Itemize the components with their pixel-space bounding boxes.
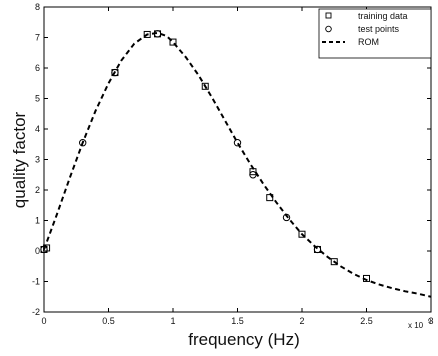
training-data-point xyxy=(249,168,257,176)
test-point xyxy=(79,139,87,147)
x-tick-label: 3 xyxy=(428,316,433,326)
x-tick-label: 2 xyxy=(299,316,304,326)
legend-label-rom: ROM xyxy=(358,37,379,47)
rom-dashed-line xyxy=(43,31,432,298)
x-exponent: x 10 9 xyxy=(408,319,432,330)
legend-label-training: training data xyxy=(358,11,408,21)
training-data-point xyxy=(143,30,151,38)
y-tick-label: 6 xyxy=(35,63,40,73)
legend-label-test: test points xyxy=(358,24,400,34)
y-tick-label: 1 xyxy=(35,216,40,226)
training-data-point xyxy=(201,82,209,90)
x-exponent-base: x 10 xyxy=(408,321,424,330)
x-axis-title: frequency (Hz) xyxy=(188,330,299,349)
y-tick-label: -2 xyxy=(32,307,40,317)
test-point xyxy=(313,245,322,254)
test-point xyxy=(40,245,48,254)
y-tick-label: 2 xyxy=(35,185,40,195)
test-point xyxy=(111,68,119,77)
plot-area: 0 0.5 1 1.5 2 2.5 3 -2 -1 0 1 2 3 4 5 6 7 8 xyxy=(32,2,434,326)
legend-circle-marker-icon xyxy=(325,25,332,33)
training-data-point xyxy=(169,38,177,46)
test-point xyxy=(282,213,291,222)
training-data-point xyxy=(330,258,338,266)
test-point xyxy=(233,139,242,147)
training-data-point xyxy=(266,194,274,202)
test-point xyxy=(153,30,162,38)
x-exponent-power: 9 xyxy=(428,319,432,325)
y-tick-label: -1 xyxy=(32,277,40,287)
x-tick-label: 1.5 xyxy=(231,316,244,326)
x-tick-label: 1 xyxy=(170,316,175,326)
y-tick-label: 8 xyxy=(35,2,40,12)
legend-box xyxy=(318,8,432,59)
legend-square-marker-icon xyxy=(325,12,332,19)
y-tick-label: 7 xyxy=(35,33,40,43)
x-tick-label: 2.5 xyxy=(360,316,373,326)
y-tick-label: 0 xyxy=(35,246,40,256)
legend: training data test points ROM xyxy=(318,8,432,59)
training-data-point xyxy=(298,230,306,238)
y-axis-title: quality factor xyxy=(10,111,29,208)
training-data-point xyxy=(363,274,370,282)
x-tick-label: 0.5 xyxy=(102,316,115,326)
test-point xyxy=(249,171,257,179)
x-tick-label: 0 xyxy=(41,316,46,326)
y-tick-label: 3 xyxy=(35,155,40,165)
y-tick-label: 4 xyxy=(35,124,40,134)
y-tick-label: 5 xyxy=(35,94,40,104)
